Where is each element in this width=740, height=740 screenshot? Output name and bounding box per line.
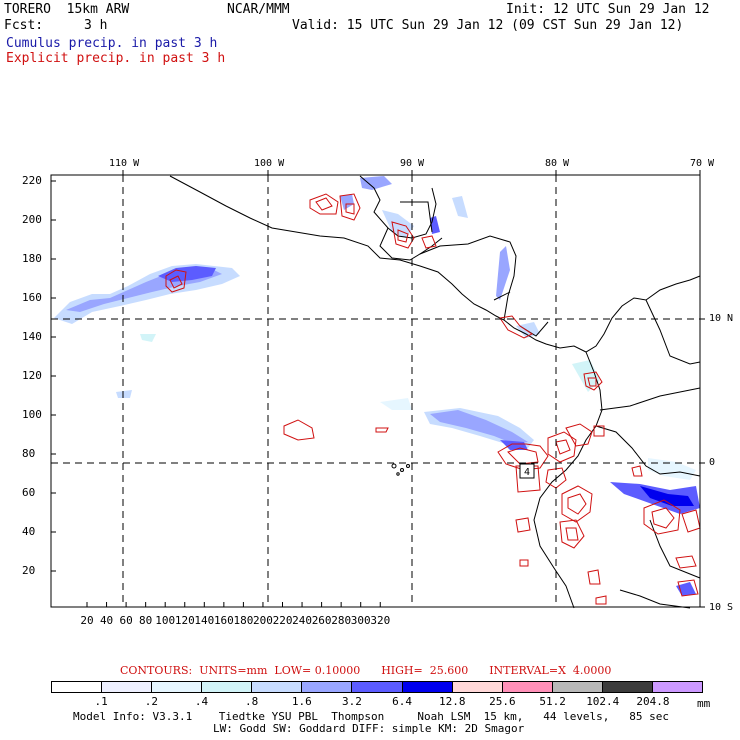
lat-label-0: 0: [709, 457, 716, 468]
lon-label-70w: 70 W: [690, 158, 715, 169]
colorbar-label: .8: [245, 695, 259, 708]
fcst-label: Fcst:: [4, 18, 44, 33]
explicit-precip-contours: [165, 193, 701, 605]
left-tick-label: 140: [22, 330, 42, 343]
colorbar-label: 102.4: [586, 695, 620, 708]
bottom-tick-label: 280: [331, 614, 352, 627]
left-tick-label: 100: [22, 408, 42, 421]
cumulus-legend: Cumulus precip. in past 3 h: [6, 36, 218, 51]
bottom-tick-label: 120: [174, 614, 195, 627]
left-tick-label: 20: [22, 564, 36, 577]
precip-map: 4: [50, 170, 705, 609]
colorbar-cell: [452, 682, 503, 692]
left-tick-label: 120: [22, 369, 42, 382]
fcst-value: 3 h: [84, 18, 108, 33]
bottom-tick-label: 240: [292, 614, 313, 627]
init-time: Init: 12 UTC Sun 29 Jan 12: [506, 2, 710, 17]
colorbar-cell: [602, 682, 653, 692]
colorbar-label: 12.8: [439, 695, 466, 708]
lon-label-80w: 80 W: [545, 158, 570, 169]
bottom-tick-label: 80: [139, 614, 153, 627]
bottom-tick-label: 140: [194, 614, 215, 627]
contour-label: 4: [524, 467, 530, 478]
left-tick-label: 40: [22, 525, 36, 538]
left-tick-label: 60: [22, 486, 36, 499]
colorbar-cell: [502, 682, 553, 692]
model-info-line1: Model Info: V3.3.1 Tiedtke YSU PBL Thomp…: [73, 710, 670, 723]
valid-time: Valid: 15 UTC Sun 29 Jan 12 (09 CST Sun …: [292, 18, 684, 33]
left-tick-label: 220: [22, 174, 42, 187]
lon-label-110w: 110 W: [109, 158, 140, 169]
colorbar-cell: [402, 682, 453, 692]
colorbar-label: 51.2: [539, 695, 566, 708]
bottom-tick-label: 220: [272, 614, 293, 627]
colorbar-cell: [352, 682, 403, 692]
left-tick-label: 80: [22, 447, 36, 460]
colorbar-label: 3.2: [342, 695, 362, 708]
cumulus-shading: [54, 176, 700, 596]
left-tick-label: 160: [22, 291, 42, 304]
left-tick-label: 200: [22, 213, 42, 226]
left-tick-marks: [51, 180, 56, 572]
colorbar-cell: [302, 682, 353, 692]
colorbar-label: 1.6: [291, 695, 312, 708]
bottom-tick-label: 160: [213, 614, 234, 627]
colorbar-units: mm: [697, 697, 711, 710]
bottom-tick-label: 40: [99, 614, 114, 627]
colorbar-cell: [52, 682, 103, 692]
lat-label-10n: 10 N: [709, 313, 734, 324]
graticule: [51, 175, 700, 607]
bottom-tick-label: 260: [311, 614, 332, 627]
coastlines: [169, 175, 701, 609]
org-label: NCAR/MMM: [227, 2, 290, 17]
model-info-line2: LW: Godd SW: Goddard DIFF: simple KM: 2D…: [213, 722, 525, 735]
bottom-tick-label: 300: [350, 614, 371, 627]
lat-label-10s: 10 S: [709, 602, 734, 613]
colorbar-cell: [552, 682, 603, 692]
model-title: TORERO 15km ARW: [4, 2, 130, 17]
bottom-tick-label: 320: [370, 614, 391, 627]
precip-colorbar: [51, 681, 703, 693]
map-frame: [50, 174, 701, 608]
explicit-legend: Explicit precip. in past 3 h: [6, 51, 226, 66]
colorbar-cell: [152, 682, 203, 692]
colorbar-cell: [202, 682, 253, 692]
bottom-tick-label: 200: [253, 614, 273, 627]
left-tick-label: 180: [22, 252, 42, 265]
colorbar-label: .1: [94, 695, 108, 708]
colorbar-label: 204.8: [636, 695, 670, 708]
colorbar-label: .4: [194, 695, 209, 708]
lon-label-100w: 100 W: [254, 158, 285, 169]
colorbar-cell: [252, 682, 303, 692]
bottom-tick-label: 60: [119, 614, 133, 627]
colorbar-label: 6.4: [392, 695, 413, 708]
lon-label-90w: 90 W: [400, 158, 425, 169]
top-ticks: [122, 170, 705, 608]
bottom-tick-label: 180: [233, 614, 254, 627]
contour-label-box: [519, 463, 535, 479]
colorbar-cell: [652, 682, 703, 692]
colorbar-label: 25.6: [489, 695, 516, 708]
colorbar-cell: [102, 682, 153, 692]
colorbar-label: .2: [144, 695, 158, 708]
bottom-tick-marks: [86, 602, 381, 607]
bottom-tick-label: 20: [80, 614, 94, 627]
contours-info: CONTOURS: UNITS=mm LOW= 0.10000 HIGH= 25…: [120, 664, 612, 677]
bottom-tick-label: 100: [155, 614, 176, 627]
